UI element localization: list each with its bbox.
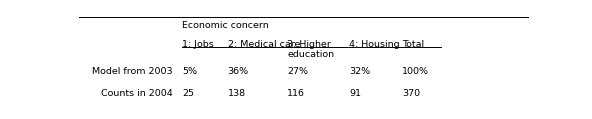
Text: Total: Total bbox=[402, 40, 424, 49]
Text: 91: 91 bbox=[349, 89, 361, 98]
Text: Counts in 2004: Counts in 2004 bbox=[101, 89, 173, 98]
Text: 36%: 36% bbox=[228, 67, 249, 76]
Text: 100%: 100% bbox=[402, 67, 429, 76]
Text: 1: Jobs: 1: Jobs bbox=[182, 40, 214, 49]
Text: 138: 138 bbox=[228, 89, 246, 98]
Text: 25: 25 bbox=[182, 89, 194, 98]
Text: 5%: 5% bbox=[182, 67, 197, 76]
Text: Model from 2003: Model from 2003 bbox=[92, 67, 173, 76]
Text: 370: 370 bbox=[402, 89, 420, 98]
Text: Economic concern: Economic concern bbox=[182, 21, 269, 30]
Text: 27%: 27% bbox=[287, 67, 308, 76]
Text: 4: Housing: 4: Housing bbox=[349, 40, 400, 49]
Text: 32%: 32% bbox=[349, 67, 371, 76]
Text: 2: Medical care: 2: Medical care bbox=[228, 40, 300, 49]
Text: 3: Higher
education: 3: Higher education bbox=[287, 40, 334, 59]
Text: 116: 116 bbox=[287, 89, 305, 98]
